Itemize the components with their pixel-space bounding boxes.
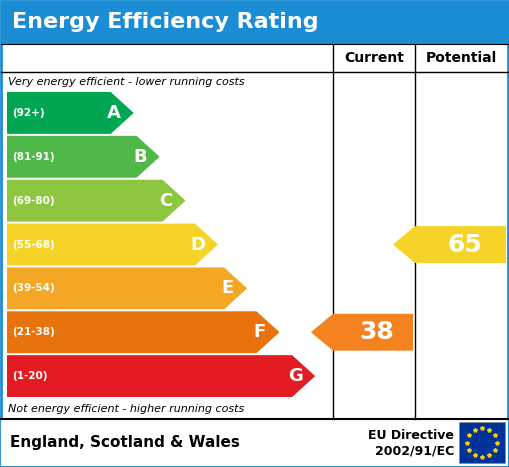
Bar — [1, 1, 508, 44]
Text: E: E — [221, 279, 234, 297]
Text: G: G — [288, 367, 303, 385]
Text: (92+): (92+) — [12, 108, 45, 118]
Bar — [1, 419, 508, 466]
Text: (1-20): (1-20) — [12, 371, 47, 381]
Text: (81-91): (81-91) — [12, 152, 54, 162]
Text: Potential: Potential — [426, 51, 497, 65]
Polygon shape — [7, 92, 134, 134]
Text: Very energy efficient - lower running costs: Very energy efficient - lower running co… — [8, 77, 245, 87]
Polygon shape — [7, 311, 279, 353]
Text: A: A — [107, 104, 121, 122]
Text: 2002/91/EC: 2002/91/EC — [375, 445, 454, 458]
Text: 65: 65 — [447, 233, 482, 256]
Text: D: D — [191, 235, 206, 254]
Text: C: C — [159, 191, 173, 210]
Text: EU Directive: EU Directive — [368, 429, 454, 442]
Polygon shape — [311, 314, 413, 351]
Text: F: F — [254, 323, 266, 341]
Text: Energy Efficiency Rating: Energy Efficiency Rating — [12, 13, 319, 33]
Text: England, Scotland & Wales: England, Scotland & Wales — [10, 435, 240, 450]
Text: 38: 38 — [360, 320, 394, 344]
Text: (69-80): (69-80) — [12, 196, 54, 205]
Text: (39-54): (39-54) — [12, 283, 55, 293]
Polygon shape — [7, 355, 315, 397]
Polygon shape — [7, 136, 160, 178]
Text: (21-38): (21-38) — [12, 327, 55, 337]
Text: (55-68): (55-68) — [12, 240, 55, 249]
Text: Not energy efficient - higher running costs: Not energy efficient - higher running co… — [8, 404, 244, 414]
Text: B: B — [133, 148, 147, 166]
Bar — [459, 422, 505, 463]
Polygon shape — [393, 226, 506, 263]
Text: Current: Current — [344, 51, 404, 65]
Polygon shape — [7, 268, 247, 309]
Polygon shape — [7, 224, 218, 265]
Polygon shape — [7, 180, 186, 221]
